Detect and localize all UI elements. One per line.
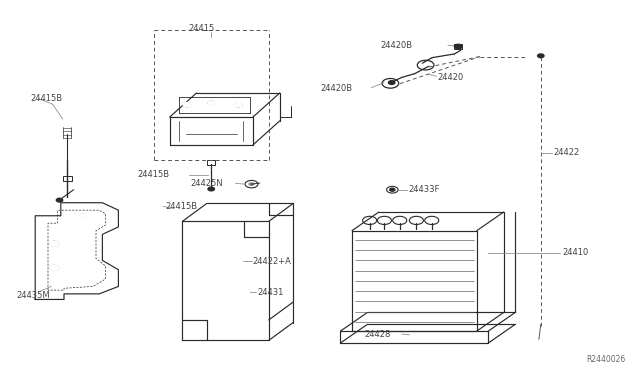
- Circle shape: [183, 102, 191, 107]
- Circle shape: [208, 101, 214, 105]
- Text: 24431: 24431: [257, 288, 284, 297]
- Bar: [63, 176, 72, 181]
- Circle shape: [208, 187, 214, 191]
- Text: 24425N: 24425N: [191, 179, 223, 188]
- Circle shape: [50, 265, 59, 270]
- Text: 24433F: 24433F: [408, 185, 440, 194]
- Circle shape: [56, 198, 63, 202]
- Text: 24415B: 24415B: [31, 94, 63, 103]
- Text: R2440026: R2440026: [587, 355, 626, 364]
- Text: 24420: 24420: [438, 73, 464, 81]
- Circle shape: [538, 54, 544, 58]
- Text: 24428: 24428: [364, 330, 390, 339]
- Circle shape: [454, 44, 462, 49]
- Text: 24415: 24415: [189, 24, 215, 33]
- Text: 24422: 24422: [553, 148, 579, 157]
- Text: 24420B: 24420B: [320, 84, 352, 93]
- Text: 24410: 24410: [562, 248, 588, 257]
- Text: 24435M: 24435M: [16, 291, 50, 300]
- Circle shape: [80, 214, 86, 218]
- Circle shape: [50, 241, 59, 246]
- Circle shape: [234, 102, 242, 107]
- Text: 24415B: 24415B: [138, 170, 170, 179]
- Text: 24420B: 24420B: [381, 41, 413, 50]
- Circle shape: [248, 182, 255, 186]
- Text: 24422+A: 24422+A: [253, 257, 292, 266]
- Bar: [207, 160, 215, 165]
- Circle shape: [388, 81, 395, 84]
- Bar: [454, 44, 462, 49]
- Text: 24415B: 24415B: [165, 202, 197, 211]
- Circle shape: [390, 188, 395, 191]
